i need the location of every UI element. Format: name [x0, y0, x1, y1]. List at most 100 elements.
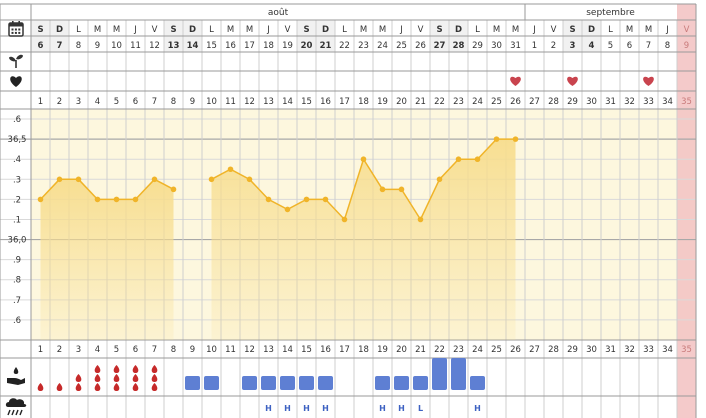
sprout-icon: [9, 54, 23, 68]
mucus-observation-box[interactable]: [261, 376, 276, 390]
weekday-letter: V: [152, 25, 158, 35]
date-number: 27: [434, 41, 446, 51]
cycle-day-number: 7: [152, 97, 157, 107]
calendar-dot: [14, 31, 17, 34]
temperature-point[interactable]: [379, 186, 386, 193]
temperature-axis-label: 36,0: [8, 236, 27, 246]
temperature-point[interactable]: [151, 176, 158, 183]
temperature-axis-label: .9: [13, 256, 21, 266]
bleeding-drop-icon: [113, 383, 120, 391]
temperature-point[interactable]: [493, 136, 500, 142]
date-number: 28: [453, 41, 465, 51]
month-label-september: septembre: [586, 8, 635, 18]
weekday-letter: L: [209, 25, 214, 35]
weekday-letter: D: [189, 25, 196, 35]
temperature-point[interactable]: [37, 196, 44, 203]
mucus-observation-box[interactable]: [204, 376, 219, 390]
mucus-observation-box[interactable]: [185, 376, 200, 390]
cycle-day-number: 9: [190, 345, 195, 355]
temperature-point[interactable]: [132, 196, 139, 203]
temperature-point[interactable]: [360, 156, 367, 163]
weekday-letter: L: [76, 25, 81, 35]
hand-shape: [7, 378, 25, 385]
mucus-observation-box[interactable]: [242, 376, 257, 390]
temperature-point[interactable]: [417, 216, 424, 223]
weekday-letter: M: [246, 25, 253, 35]
date-number: 9: [95, 41, 100, 51]
mucus-observation-box[interactable]: [318, 376, 333, 390]
temperature-point[interactable]: [398, 186, 405, 193]
mucus-observation-box[interactable]: [432, 358, 447, 390]
cycle-day-number: 23: [453, 345, 464, 355]
cycle-day-number: 29: [567, 345, 578, 355]
temperature-axis-label: .4: [13, 155, 21, 165]
temperature-point[interactable]: [303, 196, 310, 203]
date-number: 7: [646, 41, 651, 51]
temperature-point[interactable]: [284, 206, 291, 213]
cycle-day-number: 10: [206, 97, 217, 107]
weekday-letter: M: [227, 25, 234, 35]
weekday-letter: S: [569, 25, 575, 35]
temperature-point[interactable]: [512, 136, 519, 142]
weekday-letter: M: [626, 25, 633, 35]
mucus-observation-box[interactable]: [299, 376, 314, 390]
cycle-day-number: 18: [358, 345, 369, 355]
date-number: 2: [551, 41, 556, 51]
weekday-letter: V: [684, 25, 690, 35]
weekday-letter: S: [170, 25, 176, 35]
mucus-code-label: H: [303, 404, 310, 413]
temperature-point[interactable]: [474, 156, 481, 163]
bleeding-drop-icon: [151, 365, 158, 373]
cycle-day-number: 24: [472, 97, 483, 107]
date-number: 5: [608, 41, 613, 51]
cycle-day-number: 9: [190, 97, 195, 107]
temperature-axis-label: .1: [13, 215, 21, 225]
temperature-point[interactable]: [246, 176, 253, 183]
weekday-letter: M: [512, 25, 519, 35]
temperature-point[interactable]: [322, 196, 329, 203]
date-number: 8: [665, 41, 670, 51]
cycle-day-number: 10: [206, 345, 217, 355]
mucus-observation-box[interactable]: [413, 376, 428, 390]
temperature-point[interactable]: [113, 196, 120, 203]
weekday-letter: M: [360, 25, 367, 35]
cycle-day-number: 23: [453, 97, 464, 107]
bleeding-drop-icon: [113, 374, 120, 382]
mucus-observation-box[interactable]: [375, 376, 390, 390]
weekday-letter: J: [266, 25, 270, 35]
rain-line: [7, 409, 11, 416]
cycle-day-number: 2: [57, 97, 62, 107]
mucus-observation-box[interactable]: [394, 376, 409, 390]
cycle-day-number: 15: [301, 97, 312, 107]
temperature-point[interactable]: [56, 176, 63, 183]
cycle-day-number: 35: [681, 97, 692, 107]
temperature-point[interactable]: [94, 196, 101, 203]
weekday-letter: M: [94, 25, 101, 35]
mucus-observation-box[interactable]: [280, 376, 295, 390]
heart-icon: [10, 76, 22, 87]
cycle-day-number: 18: [358, 97, 369, 107]
temperature-point[interactable]: [265, 196, 272, 203]
cycle-day-number: 6: [133, 97, 138, 107]
cycle-day-number: 21: [415, 345, 426, 355]
mucus-observation-box[interactable]: [451, 358, 466, 390]
temperature-point[interactable]: [227, 166, 234, 173]
cycle-day-number: 22: [434, 97, 445, 107]
calendar-bar: [9, 23, 23, 27]
weekday-letter: M: [645, 25, 652, 35]
cycle-day-number: 1: [38, 97, 43, 107]
temperature-point[interactable]: [436, 176, 443, 183]
temperature-point[interactable]: [208, 176, 215, 183]
temperature-area: [211, 139, 516, 340]
mucus-observation-box[interactable]: [470, 376, 485, 390]
temperature-point[interactable]: [341, 216, 348, 223]
cycle-day-number: 16: [320, 345, 331, 355]
cycle-day-number: 1: [38, 345, 43, 355]
temperature-axis-label: .7: [13, 296, 21, 306]
temperature-point[interactable]: [75, 176, 82, 183]
temperature-point[interactable]: [455, 156, 462, 163]
date-number: 11: [130, 41, 141, 51]
temperature-point[interactable]: [170, 186, 177, 193]
